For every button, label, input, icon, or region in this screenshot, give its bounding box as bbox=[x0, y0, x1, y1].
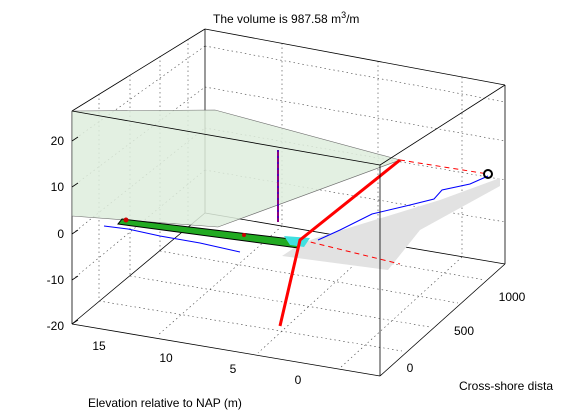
x-tick-label: 15 bbox=[92, 339, 106, 353]
box-edge bbox=[379, 263, 506, 377]
z-tick bbox=[71, 136, 79, 142]
z-tick-labels: 20 10 0 -10 -20 bbox=[47, 134, 65, 333]
box-front-edges bbox=[71, 84, 506, 377]
z-tick bbox=[71, 275, 79, 281]
x-tick-labels: 15 10 5 0 bbox=[92, 339, 301, 387]
box-edge bbox=[71, 323, 381, 377]
title-superscript: 3 bbox=[341, 10, 346, 20]
y-tick-labels: 0 500 1000 bbox=[407, 290, 526, 375]
end-marker bbox=[483, 169, 493, 179]
grid-line bbox=[339, 256, 463, 369]
z-tick bbox=[71, 229, 79, 235]
z-tick-label: 0 bbox=[57, 227, 64, 241]
floor-shadow bbox=[282, 178, 500, 270]
reference-plane bbox=[71, 109, 401, 228]
projection-line bbox=[301, 239, 401, 265]
grid-line bbox=[159, 250, 459, 304]
z-tick bbox=[71, 182, 79, 188]
box-edge bbox=[204, 28, 506, 86]
y-tick-label: 0 bbox=[407, 361, 414, 375]
x-tick-label: 5 bbox=[230, 362, 237, 376]
title-suffix: /m bbox=[346, 12, 359, 26]
grid-line bbox=[129, 275, 431, 328]
grid-line bbox=[204, 86, 506, 142]
shelf-point bbox=[242, 233, 246, 237]
y-axis-label: Cross-shore dista bbox=[459, 379, 553, 393]
y-tick-label: 500 bbox=[454, 324, 474, 338]
profile-line-near bbox=[103, 225, 241, 253]
title-prefix: The volume is 987.58 m bbox=[213, 12, 341, 26]
z-tick-label: 20 bbox=[51, 134, 65, 148]
grid-line bbox=[98, 300, 403, 352]
z-tick-label: -10 bbox=[47, 273, 65, 287]
x-tick-label: 10 bbox=[159, 351, 173, 365]
projection-line bbox=[399, 159, 489, 175]
shelf-point bbox=[123, 217, 129, 223]
grid-line bbox=[156, 225, 283, 337]
z-tick-label: 10 bbox=[51, 180, 65, 194]
x-tick-label: 0 bbox=[295, 373, 302, 387]
z-tick bbox=[71, 319, 79, 325]
red-line bbox=[278, 158, 401, 327]
grid-line bbox=[204, 45, 506, 103]
profile-line bbox=[317, 175, 489, 241]
chart-title: The volume is 987.58 m3/m bbox=[213, 10, 359, 26]
x-axis-label: Elevation relative to NAP (m) bbox=[88, 396, 242, 410]
y-tick-label: 1000 bbox=[499, 290, 526, 304]
box-edge bbox=[379, 84, 506, 166]
z-tick-label: -20 bbox=[47, 319, 65, 333]
z-ticks bbox=[71, 136, 79, 325]
box-edge bbox=[71, 110, 381, 166]
box-edge bbox=[71, 28, 206, 112]
